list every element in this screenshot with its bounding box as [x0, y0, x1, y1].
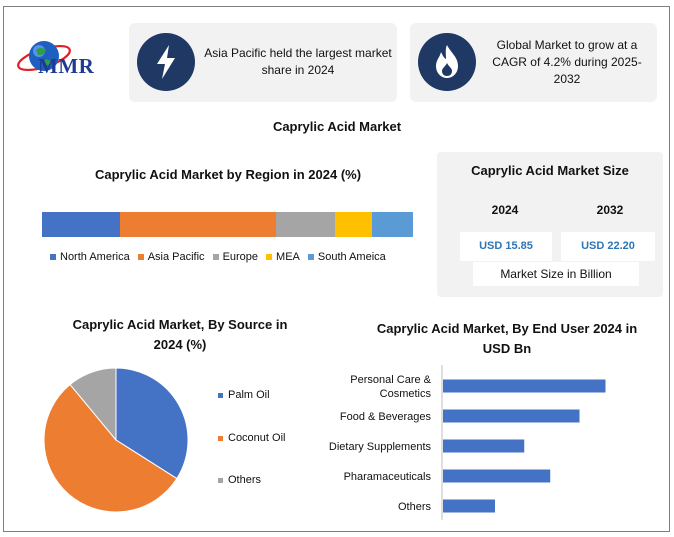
- legend-label: Europe: [222, 251, 259, 263]
- bar-pharamaceuticals: [443, 469, 551, 483]
- flame-icon: [436, 45, 458, 78]
- legend-label: North America: [60, 251, 130, 263]
- market-size-title: Caprylic Acid Market Size: [471, 163, 629, 178]
- logo-text: MMR: [38, 54, 95, 78]
- badge-circle: [418, 33, 476, 91]
- legend-swatch: [218, 435, 223, 441]
- pie-legend-item: Others: [218, 474, 261, 486]
- legend-swatch: [137, 254, 144, 260]
- bar-others: [443, 499, 495, 513]
- badge-circle: [137, 33, 195, 91]
- legend-label: MEA: [276, 251, 300, 263]
- year-2032-label: 2032: [596, 203, 624, 217]
- bar-dietary-supplements: [443, 439, 525, 453]
- legend-swatch: [212, 254, 219, 260]
- category-label: Dietary Supplements: [329, 441, 432, 453]
- legend-swatch: [307, 254, 314, 260]
- legend-item: South Ameica: [307, 251, 386, 263]
- pie-slice-coconut-oil: [43, 383, 178, 513]
- region-stacked-bar: [42, 212, 413, 237]
- market-size-panel: Caprylic Acid Market Size 2024 2032 USD …: [437, 152, 663, 297]
- infographic-frame: [3, 6, 670, 532]
- page-title: Caprylic Acid Market: [272, 119, 402, 134]
- cagr-text: Global Market to grow at a CAGR of 4.2% …: [492, 38, 642, 86]
- pie-legend-item: Palm Oil: [218, 389, 270, 401]
- info-card-cagr: Global Market to grow at a CAGR of 4.2% …: [410, 23, 657, 102]
- region-segment-asia-pacific: [119, 212, 276, 237]
- legend-item: Europe: [212, 251, 259, 263]
- year-2024-label: 2024: [491, 203, 519, 217]
- category-label: Pharamaceuticals: [344, 471, 432, 483]
- region-segment-europe: [275, 212, 336, 237]
- region-segment-north-america: [42, 212, 120, 237]
- legend-swatch: [266, 254, 273, 260]
- value-2024: USD 15.85: [460, 232, 552, 261]
- info-card-largest-share: Asia Pacific held the largest market sha…: [129, 23, 397, 102]
- legend-label: South Ameica: [317, 251, 386, 263]
- mmr-globe-logo: [17, 41, 71, 72]
- region-segment-mea: [335, 212, 373, 237]
- category-label: Others: [398, 501, 432, 513]
- legend-swatch: [218, 477, 223, 483]
- end-user-chart-title: Caprylic Acid Market, By End User 2024 i…: [376, 321, 638, 356]
- bar-food-beverages: [443, 409, 580, 423]
- legend-label: Asia Pacific: [147, 251, 205, 263]
- category-label: Personal Care & Cosmetics: [350, 374, 431, 400]
- pie-legend-item: Coconut Oil: [218, 432, 285, 444]
- legend-swatch: [218, 392, 223, 398]
- unit-label: Market Size in Billion: [473, 262, 639, 286]
- bar-personal-care-cosmetics: [443, 379, 606, 393]
- legend-item: North America: [50, 251, 130, 263]
- legend-item: MEA: [266, 251, 300, 263]
- region-legend: North America Asia Pacific Europe MEA South …: [50, 251, 386, 263]
- region-chart-title: Caprylic Acid Market by Region in 2024 (…: [94, 167, 362, 182]
- source-chart-title: Caprylic Acid Market, By Source in 2024 …: [72, 317, 288, 352]
- legend-label: Palm Oil: [228, 389, 270, 401]
- lightning-bolt-icon: [157, 45, 175, 79]
- source-pie-chart: [43, 367, 189, 513]
- value-2032: USD 22.20: [561, 232, 655, 261]
- legend-item: Asia Pacific: [137, 251, 205, 263]
- end-user-bar-chart: Personal Care & Cosmetics Food & Beverages…: [329, 365, 606, 520]
- pie-slice-others: [69, 367, 117, 442]
- category-label: Food & Beverages: [340, 411, 432, 423]
- legend-label: Others: [228, 474, 262, 486]
- region-segment-south-ameica: [372, 212, 413, 237]
- legend-label: Coconut Oil: [228, 432, 286, 444]
- largest-share-text: Asia Pacific held the largest market sha…: [204, 46, 392, 77]
- legend-swatch: [50, 254, 56, 260]
